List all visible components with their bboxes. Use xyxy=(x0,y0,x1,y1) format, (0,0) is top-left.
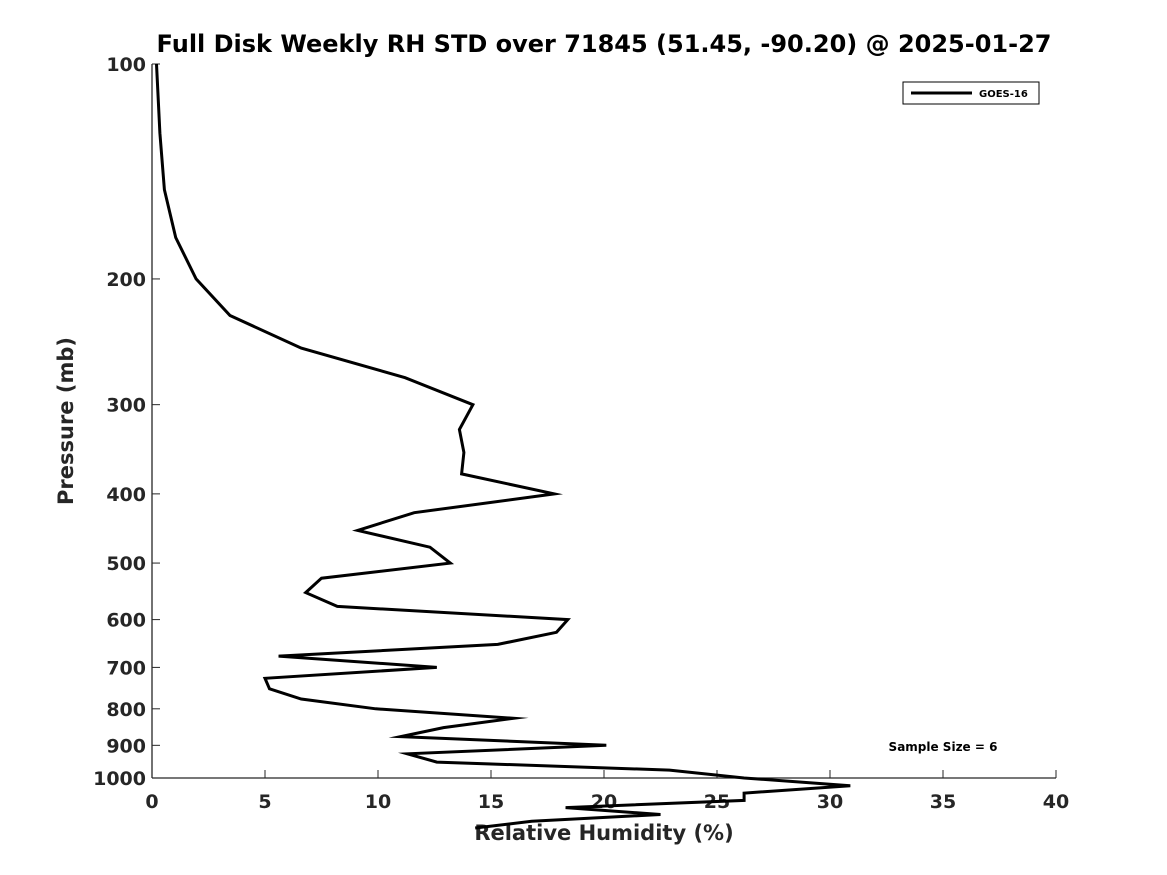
y-tick-label: 200 xyxy=(106,269,146,291)
y-tick-label: 800 xyxy=(106,699,146,721)
y-axis-label: Pressure (mb) xyxy=(54,337,78,505)
y-tick-label: 700 xyxy=(106,657,146,679)
y-tick-label: 400 xyxy=(106,484,146,506)
x-tick-label: 5 xyxy=(258,791,271,813)
sample-size-annotation: Sample Size = 6 xyxy=(889,740,998,754)
y-tick-label: 1000 xyxy=(93,768,146,790)
y-tick-label: 600 xyxy=(106,610,146,632)
y-tick-label: 100 xyxy=(106,54,146,76)
x-axis-label: Relative Humidity (%) xyxy=(474,821,733,845)
y-tick-label: 300 xyxy=(106,395,146,417)
x-tick-label: 35 xyxy=(930,791,956,813)
data-series xyxy=(155,63,851,830)
legend: GOES-16 xyxy=(902,81,1040,105)
axes: 0 5 10 15 20 25 30 35 40100200300400500600700800… xyxy=(93,54,1069,813)
chart-title: Full Disk Weekly RH STD over 71845 (51.4… xyxy=(157,30,1052,58)
x-tick-label: 10 xyxy=(365,791,391,813)
x-tick-label: 30 xyxy=(817,791,843,813)
y-tick-label: 900 xyxy=(106,735,146,757)
series-line-goes16 xyxy=(155,63,851,830)
x-tick-label: 0 xyxy=(145,791,158,813)
legend-label-goes16: GOES-16 xyxy=(979,89,1028,100)
y-tick-label: 500 xyxy=(106,553,146,575)
x-tick-label: 15 xyxy=(478,791,504,813)
x-tick-label: 40 xyxy=(1043,791,1069,813)
